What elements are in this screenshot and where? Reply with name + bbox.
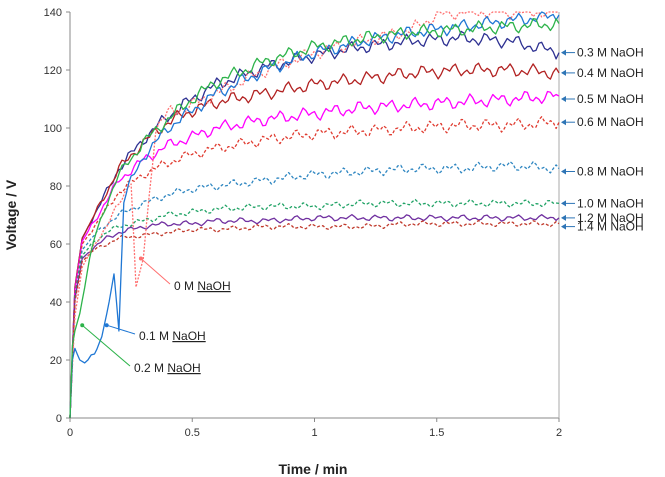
series-line-0-1-m-naoh bbox=[69, 11, 560, 419]
y-tick-label: 80 bbox=[50, 181, 62, 193]
series-line-1-0-m-naoh bbox=[69, 198, 560, 419]
series-label: 0.6 M NaOH bbox=[577, 115, 644, 129]
annotation-label: 0 M NaOH bbox=[174, 279, 231, 293]
series-line-1-4-m-naoh bbox=[69, 219, 560, 419]
series-label: 0.3 M NaOH bbox=[577, 46, 644, 60]
label-arrow-head bbox=[561, 119, 566, 126]
y-tick-label: 20 bbox=[50, 355, 62, 367]
annotation-underlined: NaOH bbox=[172, 329, 205, 343]
series-line-1-2-m-naoh bbox=[69, 213, 560, 419]
axes: 0 20 40 60 80 100 120 140 0 0.5 1 1.5 2 bbox=[44, 7, 562, 439]
x-tick-label: 1 bbox=[311, 427, 317, 439]
label-arrow-head bbox=[561, 223, 566, 230]
series-label: 0.5 M NaOH bbox=[577, 92, 644, 106]
annotation-label: 0.2 M NaOH bbox=[134, 361, 201, 375]
y-tick-label: 0 bbox=[56, 413, 62, 425]
y-axis-title: Voltage / V bbox=[3, 179, 19, 250]
annotation-underlined: NaOH bbox=[167, 361, 200, 375]
label-arrow-head bbox=[561, 168, 566, 175]
annotation-pointer-head bbox=[80, 323, 85, 328]
y-tick-label: 40 bbox=[50, 297, 62, 309]
series-labels: 0.3 M NaOH 0.4 M NaOH 0.5 M NaOH 0.6 M NaOH… bbox=[561, 46, 644, 234]
x-tick-label: 1.5 bbox=[429, 427, 444, 439]
label-arrow-head bbox=[561, 214, 566, 221]
series-label: 0.4 M NaOH bbox=[577, 66, 644, 80]
label-arrow-head bbox=[561, 49, 566, 56]
series-line-0-4-m-naoh bbox=[69, 62, 560, 419]
series-layer bbox=[69, 11, 560, 419]
x-tick-label: 0.5 bbox=[185, 427, 200, 439]
x-tick-label: 2 bbox=[556, 427, 562, 439]
annotation-pointer bbox=[81, 324, 131, 367]
annotation-pointer bbox=[140, 258, 171, 285]
series-label: 1.2 M NaOH bbox=[577, 211, 644, 225]
y-tick-label: 120 bbox=[44, 65, 62, 77]
annotation-pointer-head bbox=[104, 323, 109, 328]
series-line-0-8-m-naoh bbox=[69, 161, 560, 419]
y-tick-label: 100 bbox=[44, 123, 62, 135]
annotations: 0 M NaOH 0.1 M NaOH 0.2 M NaOH bbox=[80, 256, 231, 375]
annotation-pointer bbox=[106, 324, 136, 335]
label-arrow-head bbox=[561, 96, 566, 102]
y-tick-label: 140 bbox=[44, 7, 62, 19]
y-tick-label: 60 bbox=[50, 239, 62, 251]
series-line-0-6-m-naoh bbox=[69, 116, 560, 419]
label-arrow-head bbox=[561, 200, 566, 207]
series-label: 0.8 M NaOH bbox=[577, 165, 644, 179]
series-label: 1.4 M NaOH bbox=[577, 220, 644, 234]
annotation-pointer-head bbox=[138, 256, 143, 261]
annotation-label: 0.1 M NaOH bbox=[139, 329, 206, 343]
series-label: 1.0 M NaOH bbox=[577, 196, 644, 210]
x-axis-title: Time / min bbox=[279, 461, 348, 477]
label-arrow-head bbox=[561, 69, 566, 76]
series-line-0-2-m-naoh bbox=[69, 18, 560, 419]
x-tick-label: 0 bbox=[67, 427, 73, 439]
annotation-underlined: NaOH bbox=[197, 279, 230, 293]
